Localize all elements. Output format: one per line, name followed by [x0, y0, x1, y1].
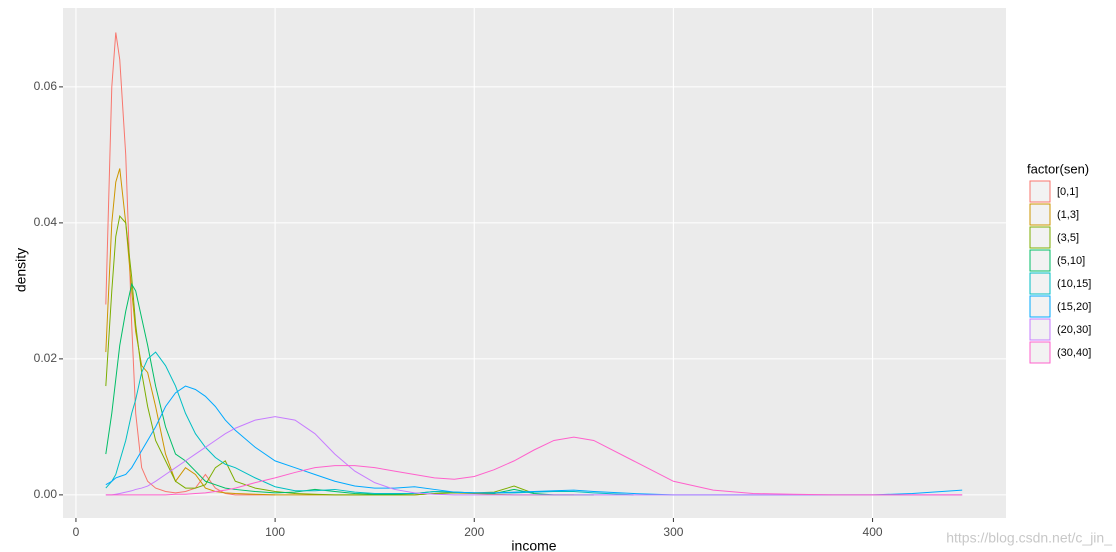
y-tick-label: 0.02 — [34, 351, 58, 365]
legend-label: (1,3] — [1057, 209, 1079, 221]
legend-label: [0,1] — [1057, 186, 1078, 198]
legend-label: (30,40] — [1057, 347, 1091, 359]
y-tick-label: 0.00 — [34, 487, 58, 501]
legend-label: (3,5] — [1057, 232, 1079, 244]
y-axis-title: density — [13, 248, 29, 292]
density-line — [105, 436, 963, 496]
legend-key — [1029, 295, 1051, 318]
legend-title: factor(sen) — [1027, 161, 1089, 176]
watermark: https://blog.csdn.net/c_jin_ — [946, 530, 1112, 546]
legend-key — [1029, 272, 1051, 295]
legend-label: (15,20] — [1057, 301, 1091, 313]
density-line — [105, 416, 963, 496]
legend-key — [1029, 341, 1051, 364]
legend-key — [1029, 203, 1051, 226]
x-tick-label: 0 — [73, 525, 80, 539]
x-tick-label: 300 — [663, 525, 683, 539]
plot-panel — [63, 8, 1006, 518]
y-tick-label: 0.06 — [34, 79, 58, 93]
legend-key — [1029, 318, 1051, 341]
legend-key — [1029, 249, 1051, 272]
legend-label: (10,15] — [1057, 278, 1091, 290]
legend-key — [1029, 180, 1051, 203]
legend-key — [1029, 226, 1051, 249]
x-tick-label: 200 — [464, 525, 484, 539]
x-axis-title: income — [511, 538, 556, 552]
legend-label: (20,30] — [1057, 324, 1091, 336]
x-tick-label: 400 — [863, 525, 883, 539]
legend-label: (5,10] — [1057, 255, 1085, 267]
y-tick-label: 0.04 — [34, 215, 58, 229]
x-tick-label: 100 — [265, 525, 285, 539]
